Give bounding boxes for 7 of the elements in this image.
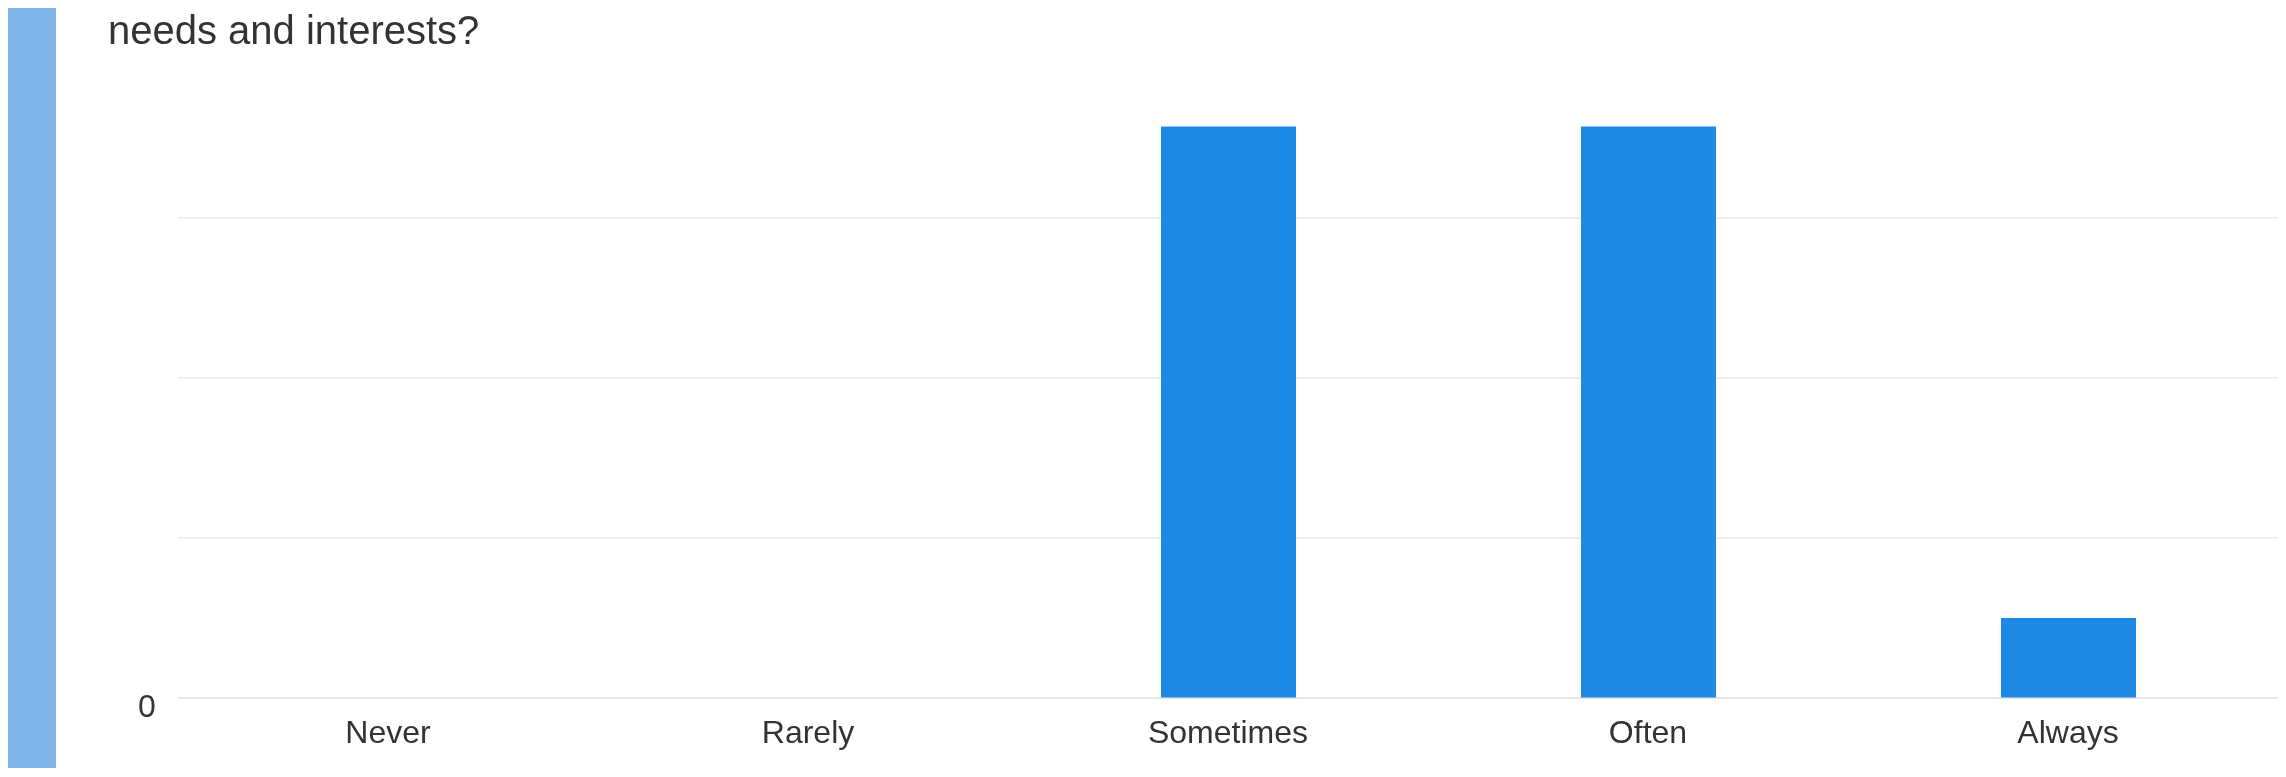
x-tick-label: Sometimes [1147, 713, 1309, 750]
x-tick-label: Never [345, 713, 432, 750]
x-tick-label: Always [2017, 713, 2119, 750]
chart-title: needs and interests? [108, 8, 480, 53]
x-tick-label: Rarely [761, 713, 855, 750]
x-tick-label: Often [1608, 713, 1688, 750]
text: 0 [138, 688, 156, 725]
